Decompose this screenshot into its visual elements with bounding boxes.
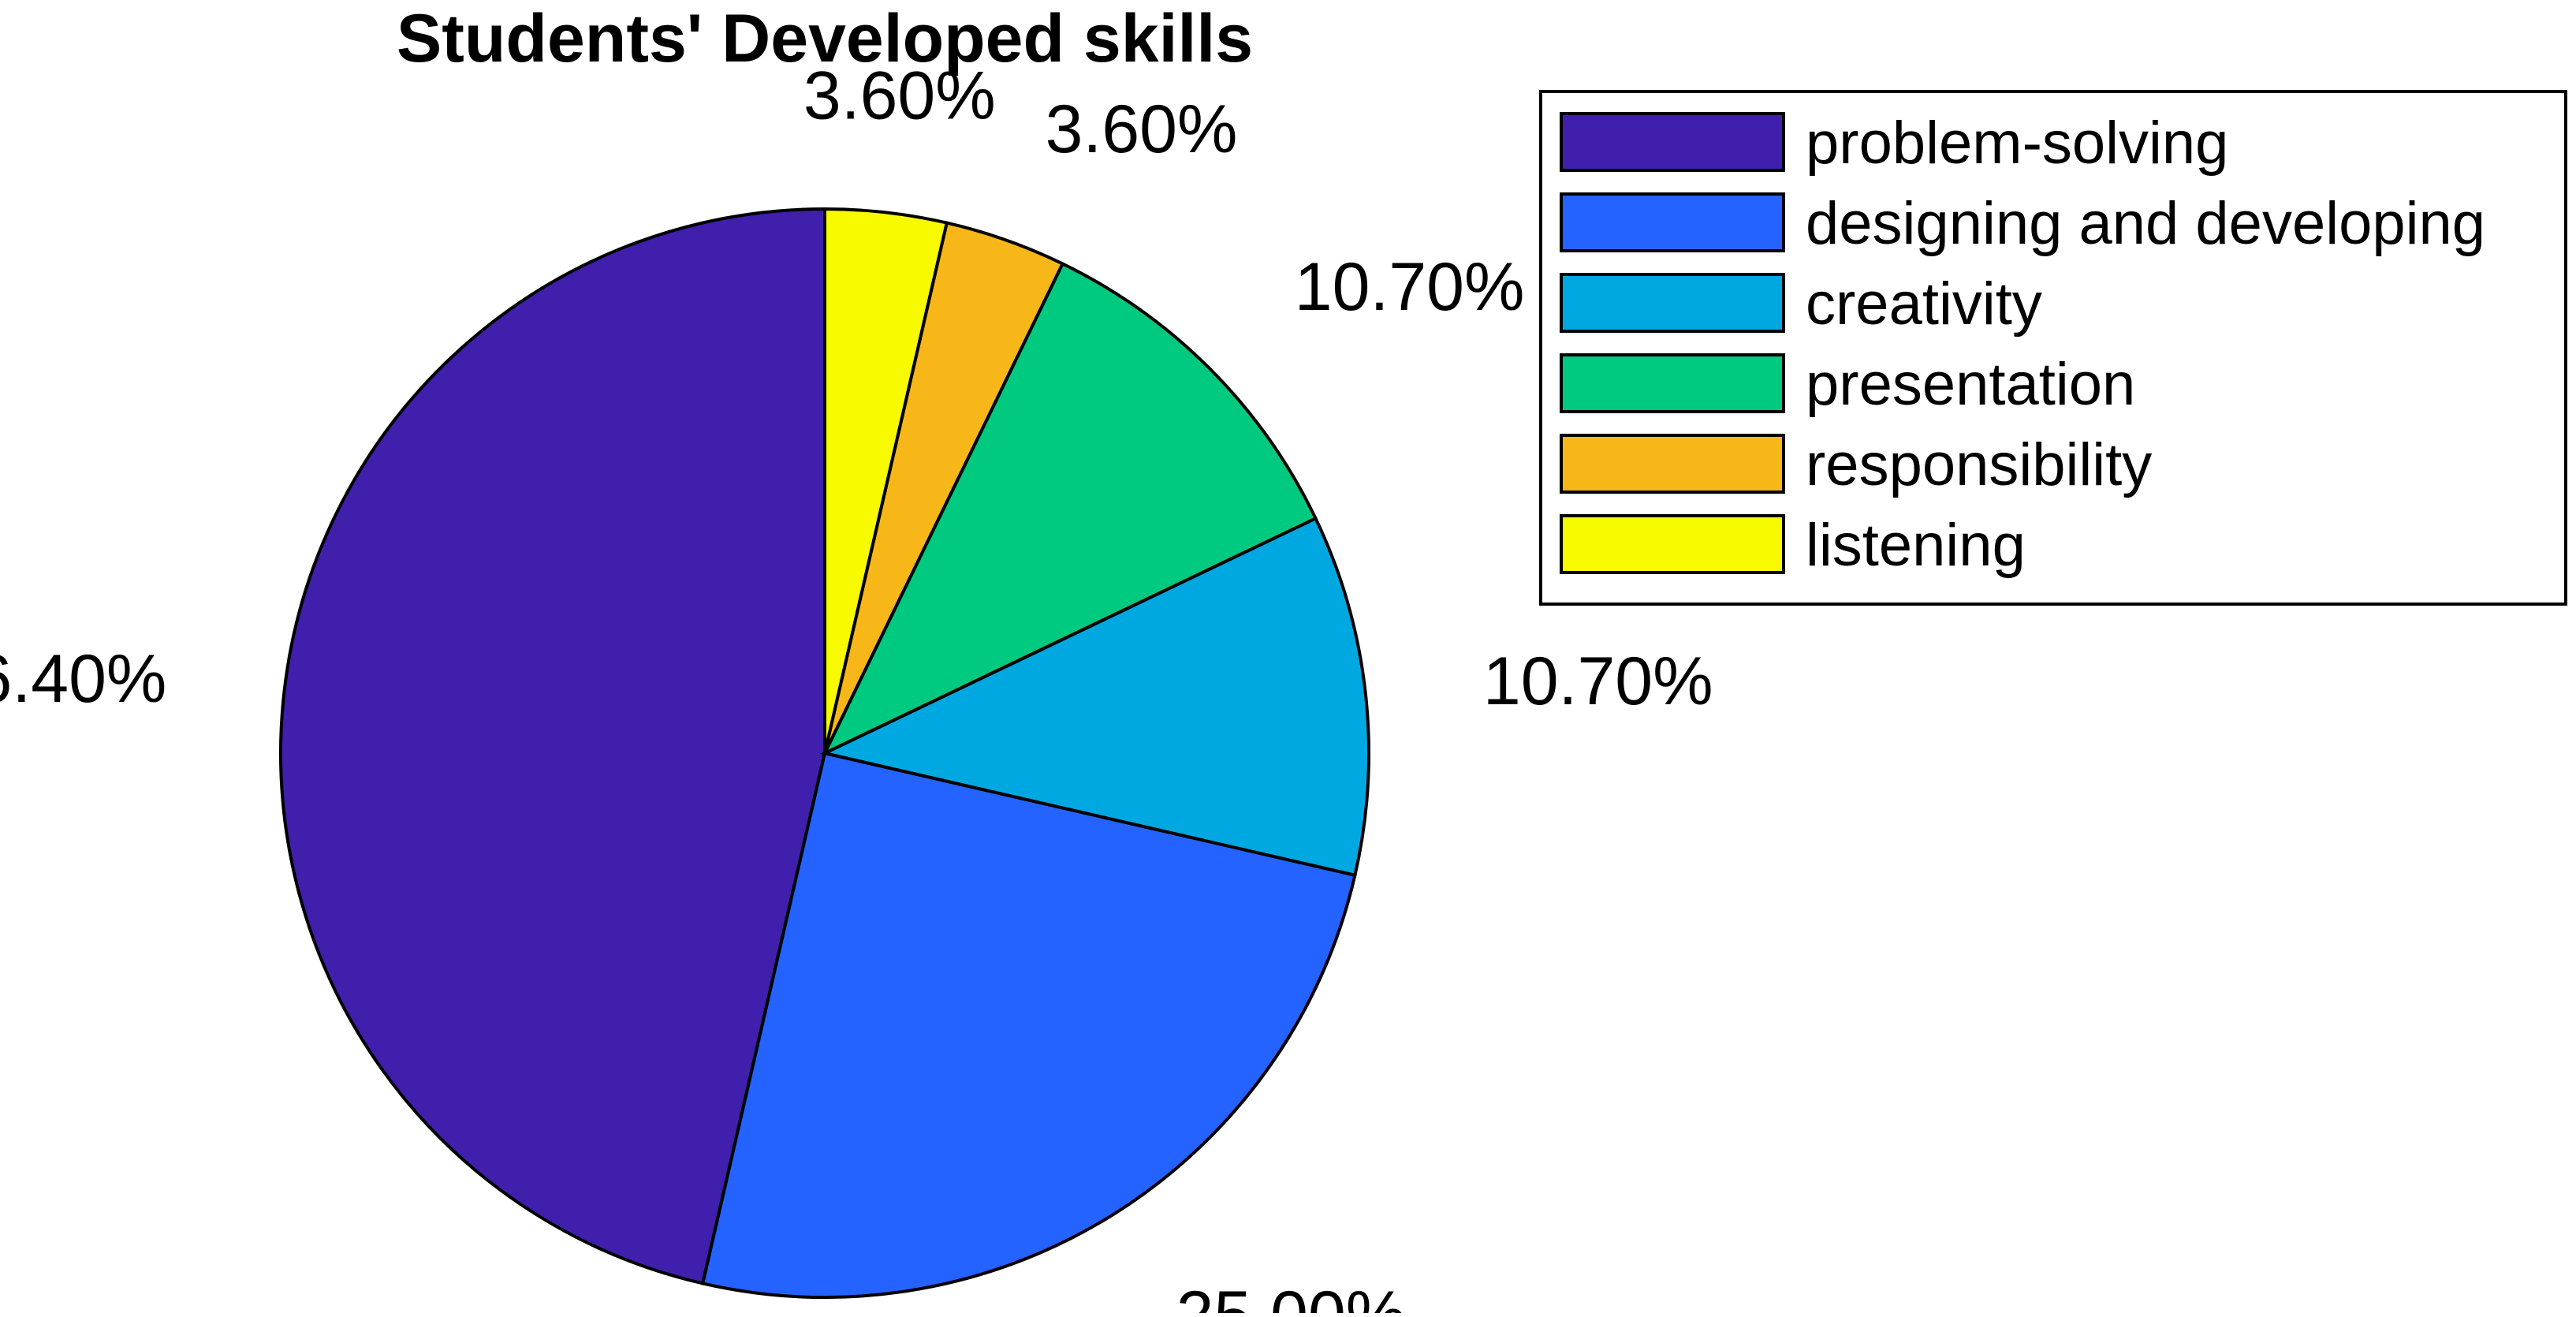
legend-swatch bbox=[1560, 273, 1785, 333]
legend-label: problem-solving bbox=[1806, 110, 2228, 177]
pie-value-label: 25.00% bbox=[1176, 1278, 1407, 1313]
legend-label: listening bbox=[1806, 512, 2026, 579]
legend-label: creativity bbox=[1806, 270, 2042, 338]
legend-swatch bbox=[1560, 112, 1785, 172]
legend-swatch bbox=[1560, 353, 1785, 413]
legend-swatch bbox=[1560, 192, 1785, 252]
pie-slices bbox=[279, 207, 1370, 1299]
legend: problem-solving designing and developing c… bbox=[1539, 90, 2567, 606]
pie-value-label: 3.60% bbox=[1046, 91, 1238, 167]
pie-value-labels: 46.40% 25.00% 10.70% 10.70% 3.60% 3.60% bbox=[0, 58, 1713, 1317]
legend-label: responsibility bbox=[1806, 431, 2152, 498]
pie-value-label: 10.70% bbox=[1295, 249, 1525, 325]
pie-value-label: 10.70% bbox=[1483, 644, 1713, 719]
legend-label: designing and developing bbox=[1806, 190, 2485, 257]
legend-label: presentation bbox=[1806, 351, 2135, 418]
pie-slice-creativity bbox=[819, 516, 1370, 878]
pie-slice-designing-and-developing bbox=[700, 751, 1357, 1299]
legend-swatch bbox=[1560, 434, 1785, 494]
pie-value-label: 46.40% bbox=[0, 641, 166, 717]
pie-slice-presentation bbox=[821, 261, 1318, 757]
pie-slice-listening bbox=[823, 207, 949, 754]
pie-slice-problem-solving bbox=[279, 207, 826, 1285]
legend-box bbox=[1539, 90, 2567, 606]
legend-swatch bbox=[1560, 514, 1785, 574]
chart-title: Students' Developed skills bbox=[397, 1, 1253, 76]
pie-value-label: 3.60% bbox=[803, 58, 996, 133]
